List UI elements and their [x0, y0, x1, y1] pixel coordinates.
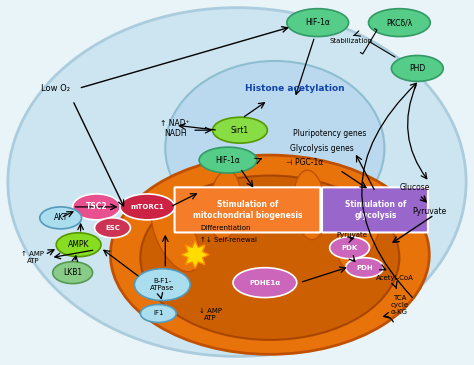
Text: LKB1: LKB1: [63, 268, 82, 277]
Text: Differentiation: Differentiation: [200, 225, 251, 231]
Ellipse shape: [287, 9, 348, 37]
Text: Stimulation of
glycolysis: Stimulation of glycolysis: [345, 200, 406, 220]
Ellipse shape: [135, 269, 190, 300]
Text: TCA
cycle
α-KG: TCA cycle α-KG: [390, 295, 409, 315]
Ellipse shape: [199, 147, 257, 173]
Ellipse shape: [140, 304, 176, 322]
Ellipse shape: [110, 155, 429, 354]
Ellipse shape: [233, 268, 297, 297]
FancyBboxPatch shape: [322, 187, 428, 233]
Ellipse shape: [293, 170, 326, 240]
Ellipse shape: [346, 258, 383, 278]
Text: PHD: PHD: [409, 64, 426, 73]
Ellipse shape: [337, 192, 382, 268]
Text: Stimulation of
mitochondrial biogenesis: Stimulation of mitochondrial biogenesis: [193, 200, 303, 220]
Text: PDK: PDK: [341, 245, 358, 251]
Text: AMPK: AMPK: [68, 240, 90, 249]
Text: Pluripotency genes: Pluripotency genes: [293, 129, 366, 138]
Text: Histone acetylation: Histone acetylation: [245, 84, 345, 93]
Text: Pyruvate: Pyruvate: [336, 232, 367, 238]
Text: Low O₂: Low O₂: [41, 84, 70, 93]
Ellipse shape: [94, 218, 130, 238]
Text: Sirt1: Sirt1: [231, 126, 249, 135]
Ellipse shape: [392, 55, 443, 81]
Text: ↑ AMP
ATP: ↑ AMP ATP: [21, 251, 44, 264]
Text: IF1: IF1: [153, 311, 164, 316]
Text: ⊣ PGC-1α: ⊣ PGC-1α: [286, 158, 323, 166]
Text: PDH: PDH: [356, 265, 373, 271]
Text: Glucose: Glucose: [399, 184, 429, 192]
Text: mTORC1: mTORC1: [130, 204, 164, 210]
Ellipse shape: [209, 170, 241, 240]
Text: ↓ AMP
ATP: ↓ AMP ATP: [199, 308, 222, 321]
Text: Stabilization: Stabilization: [330, 38, 373, 43]
Ellipse shape: [53, 262, 92, 284]
Ellipse shape: [140, 176, 400, 340]
Text: PDHE1α: PDHE1α: [249, 280, 281, 286]
FancyBboxPatch shape: [174, 187, 320, 233]
Ellipse shape: [73, 194, 120, 220]
Ellipse shape: [56, 233, 101, 257]
Ellipse shape: [40, 207, 82, 229]
Ellipse shape: [120, 194, 175, 220]
Ellipse shape: [213, 117, 267, 143]
Text: HIF-1α: HIF-1α: [305, 18, 330, 27]
Text: ↑↓ Self-renewal: ↑↓ Self-renewal: [200, 237, 257, 243]
Text: Glycolysis genes: Glycolysis genes: [290, 144, 354, 153]
Ellipse shape: [8, 8, 466, 356]
Text: TSC2: TSC2: [86, 203, 107, 211]
Ellipse shape: [151, 198, 199, 272]
Text: AKT: AKT: [54, 214, 68, 222]
Text: Acetyl-CoA: Acetyl-CoA: [375, 274, 413, 281]
Text: B-F1-
ATPase: B-F1- ATPase: [150, 278, 174, 291]
Text: HIF-1α: HIF-1α: [216, 155, 240, 165]
Ellipse shape: [329, 237, 370, 259]
Text: ↑ NAD⁺
NADH: ↑ NAD⁺ NADH: [160, 119, 190, 138]
Text: ESC: ESC: [105, 225, 120, 231]
Text: Pyruvate: Pyruvate: [412, 207, 447, 216]
Polygon shape: [181, 241, 209, 269]
Text: PKCδ/λ: PKCδ/λ: [386, 18, 412, 27]
Ellipse shape: [165, 61, 384, 235]
Ellipse shape: [368, 9, 430, 37]
